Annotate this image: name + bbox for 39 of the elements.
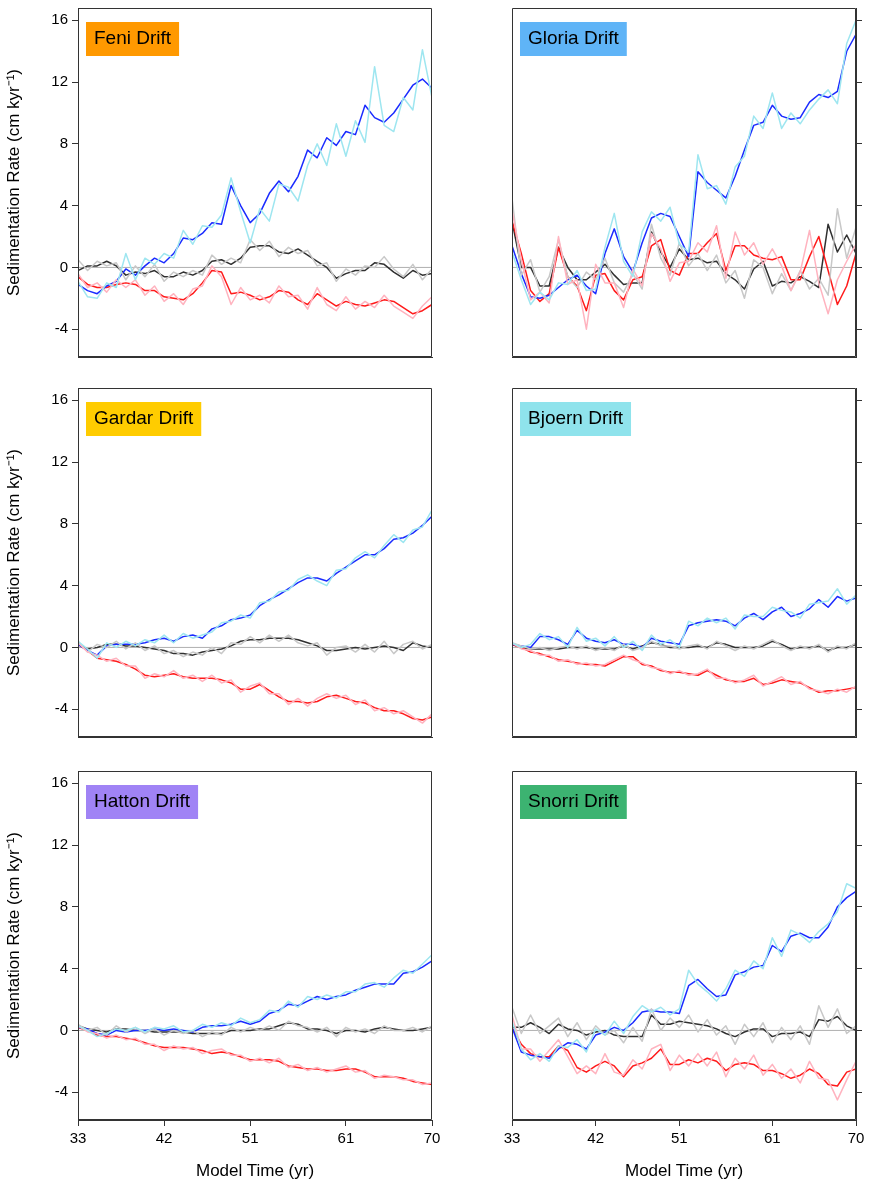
y-tick-label: 0 xyxy=(59,637,68,655)
text: Gloria Drift xyxy=(528,27,620,49)
y-tick-label: 4 xyxy=(59,958,68,976)
y-axis-title: Sedimentation Rate (cm kyr⁻¹) xyxy=(3,68,23,297)
y-tick-label: 8 xyxy=(59,514,68,532)
y-tick-label: 0 xyxy=(59,1020,68,1038)
y-tick-label: 0 xyxy=(59,257,68,275)
y-tick-label: 8 xyxy=(59,134,68,152)
y-tick-label: 12 xyxy=(51,835,68,853)
y-tick-label: -4 xyxy=(54,319,68,337)
x-axis-title: Model Time (yr) xyxy=(624,1161,744,1181)
x-tick-label: 33 xyxy=(69,1129,87,1147)
text: Hatton Drift xyxy=(94,790,191,812)
text: Feni Drift xyxy=(94,27,172,49)
text: Gardar Drift xyxy=(94,407,194,429)
x-tick-label: 70 xyxy=(423,1129,441,1147)
x-tick-label: 42 xyxy=(587,1129,605,1147)
y-tick-label: 16 xyxy=(51,390,68,408)
x-tick-label: 70 xyxy=(847,1129,865,1147)
y-tick-label: 12 xyxy=(51,72,68,90)
y-tick-label: 12 xyxy=(51,452,68,470)
x-tick-label: 42 xyxy=(155,1129,173,1147)
text: Snorri Drift xyxy=(528,790,620,812)
x-tick-label: 33 xyxy=(503,1129,521,1147)
y-tick-label: 16 xyxy=(51,10,68,28)
y-tick-label: -4 xyxy=(54,1082,68,1100)
y-tick-label: 4 xyxy=(59,575,68,593)
y-tick-label: 8 xyxy=(59,897,68,915)
x-tick-label: 51 xyxy=(671,1129,688,1147)
text: Bjoern Drift xyxy=(528,407,624,429)
y-tick-label: -4 xyxy=(54,699,68,717)
x-tick-label: 51 xyxy=(241,1129,259,1147)
y-tick-label: 16 xyxy=(51,773,68,791)
x-axis-title: Model Time (yr) xyxy=(195,1161,315,1181)
x-tick-label: 61 xyxy=(763,1129,781,1147)
y-axis-title: Sedimentation Rate (cm kyr⁻¹) xyxy=(3,448,23,677)
y-axis-title: Sedimentation Rate (cm kyr⁻¹) xyxy=(3,831,23,1060)
y-tick-label: 4 xyxy=(59,195,68,213)
x-tick-label: 61 xyxy=(337,1129,355,1147)
